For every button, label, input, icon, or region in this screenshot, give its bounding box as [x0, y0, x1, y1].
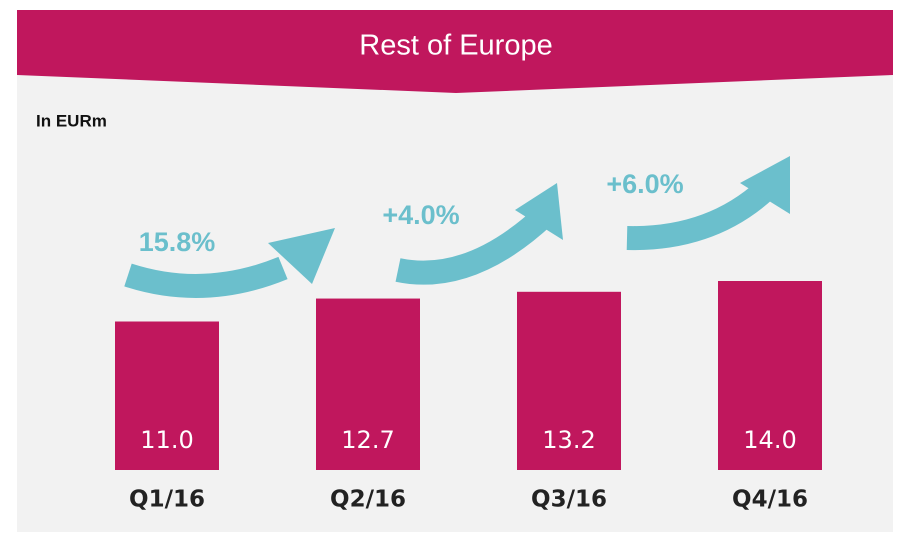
growth-annotation: 15.8% — [139, 227, 216, 257]
value-label: 12.7 — [341, 426, 394, 454]
x-tick-label: Q2/16 — [330, 487, 406, 513]
arrows — [124, 156, 790, 298]
value-label: 13.2 — [542, 426, 595, 454]
arrow-head — [515, 183, 563, 240]
arrow-head — [740, 156, 790, 214]
bar — [316, 298, 420, 470]
value-label: 14.0 — [743, 426, 796, 454]
arrow-head — [268, 228, 335, 284]
growth-arrow — [124, 256, 288, 298]
x-tick-label: Q1/16 — [129, 487, 205, 513]
value-label: 11.0 — [140, 426, 193, 454]
growth-annotation: +4.0% — [382, 200, 459, 230]
chart-title: Rest of Europe — [359, 30, 552, 62]
x-tick-label: Q4/16 — [732, 487, 808, 513]
bar — [115, 321, 219, 470]
growth-arrow — [626, 180, 774, 251]
bar — [517, 291, 621, 470]
growth-arrow — [395, 206, 554, 285]
header-band — [17, 10, 893, 93]
unit-label: In EURm — [36, 111, 107, 130]
x-tick-label: Q3/16 — [531, 487, 607, 513]
bar — [718, 281, 822, 470]
growth-annotation: +6.0% — [606, 169, 683, 199]
